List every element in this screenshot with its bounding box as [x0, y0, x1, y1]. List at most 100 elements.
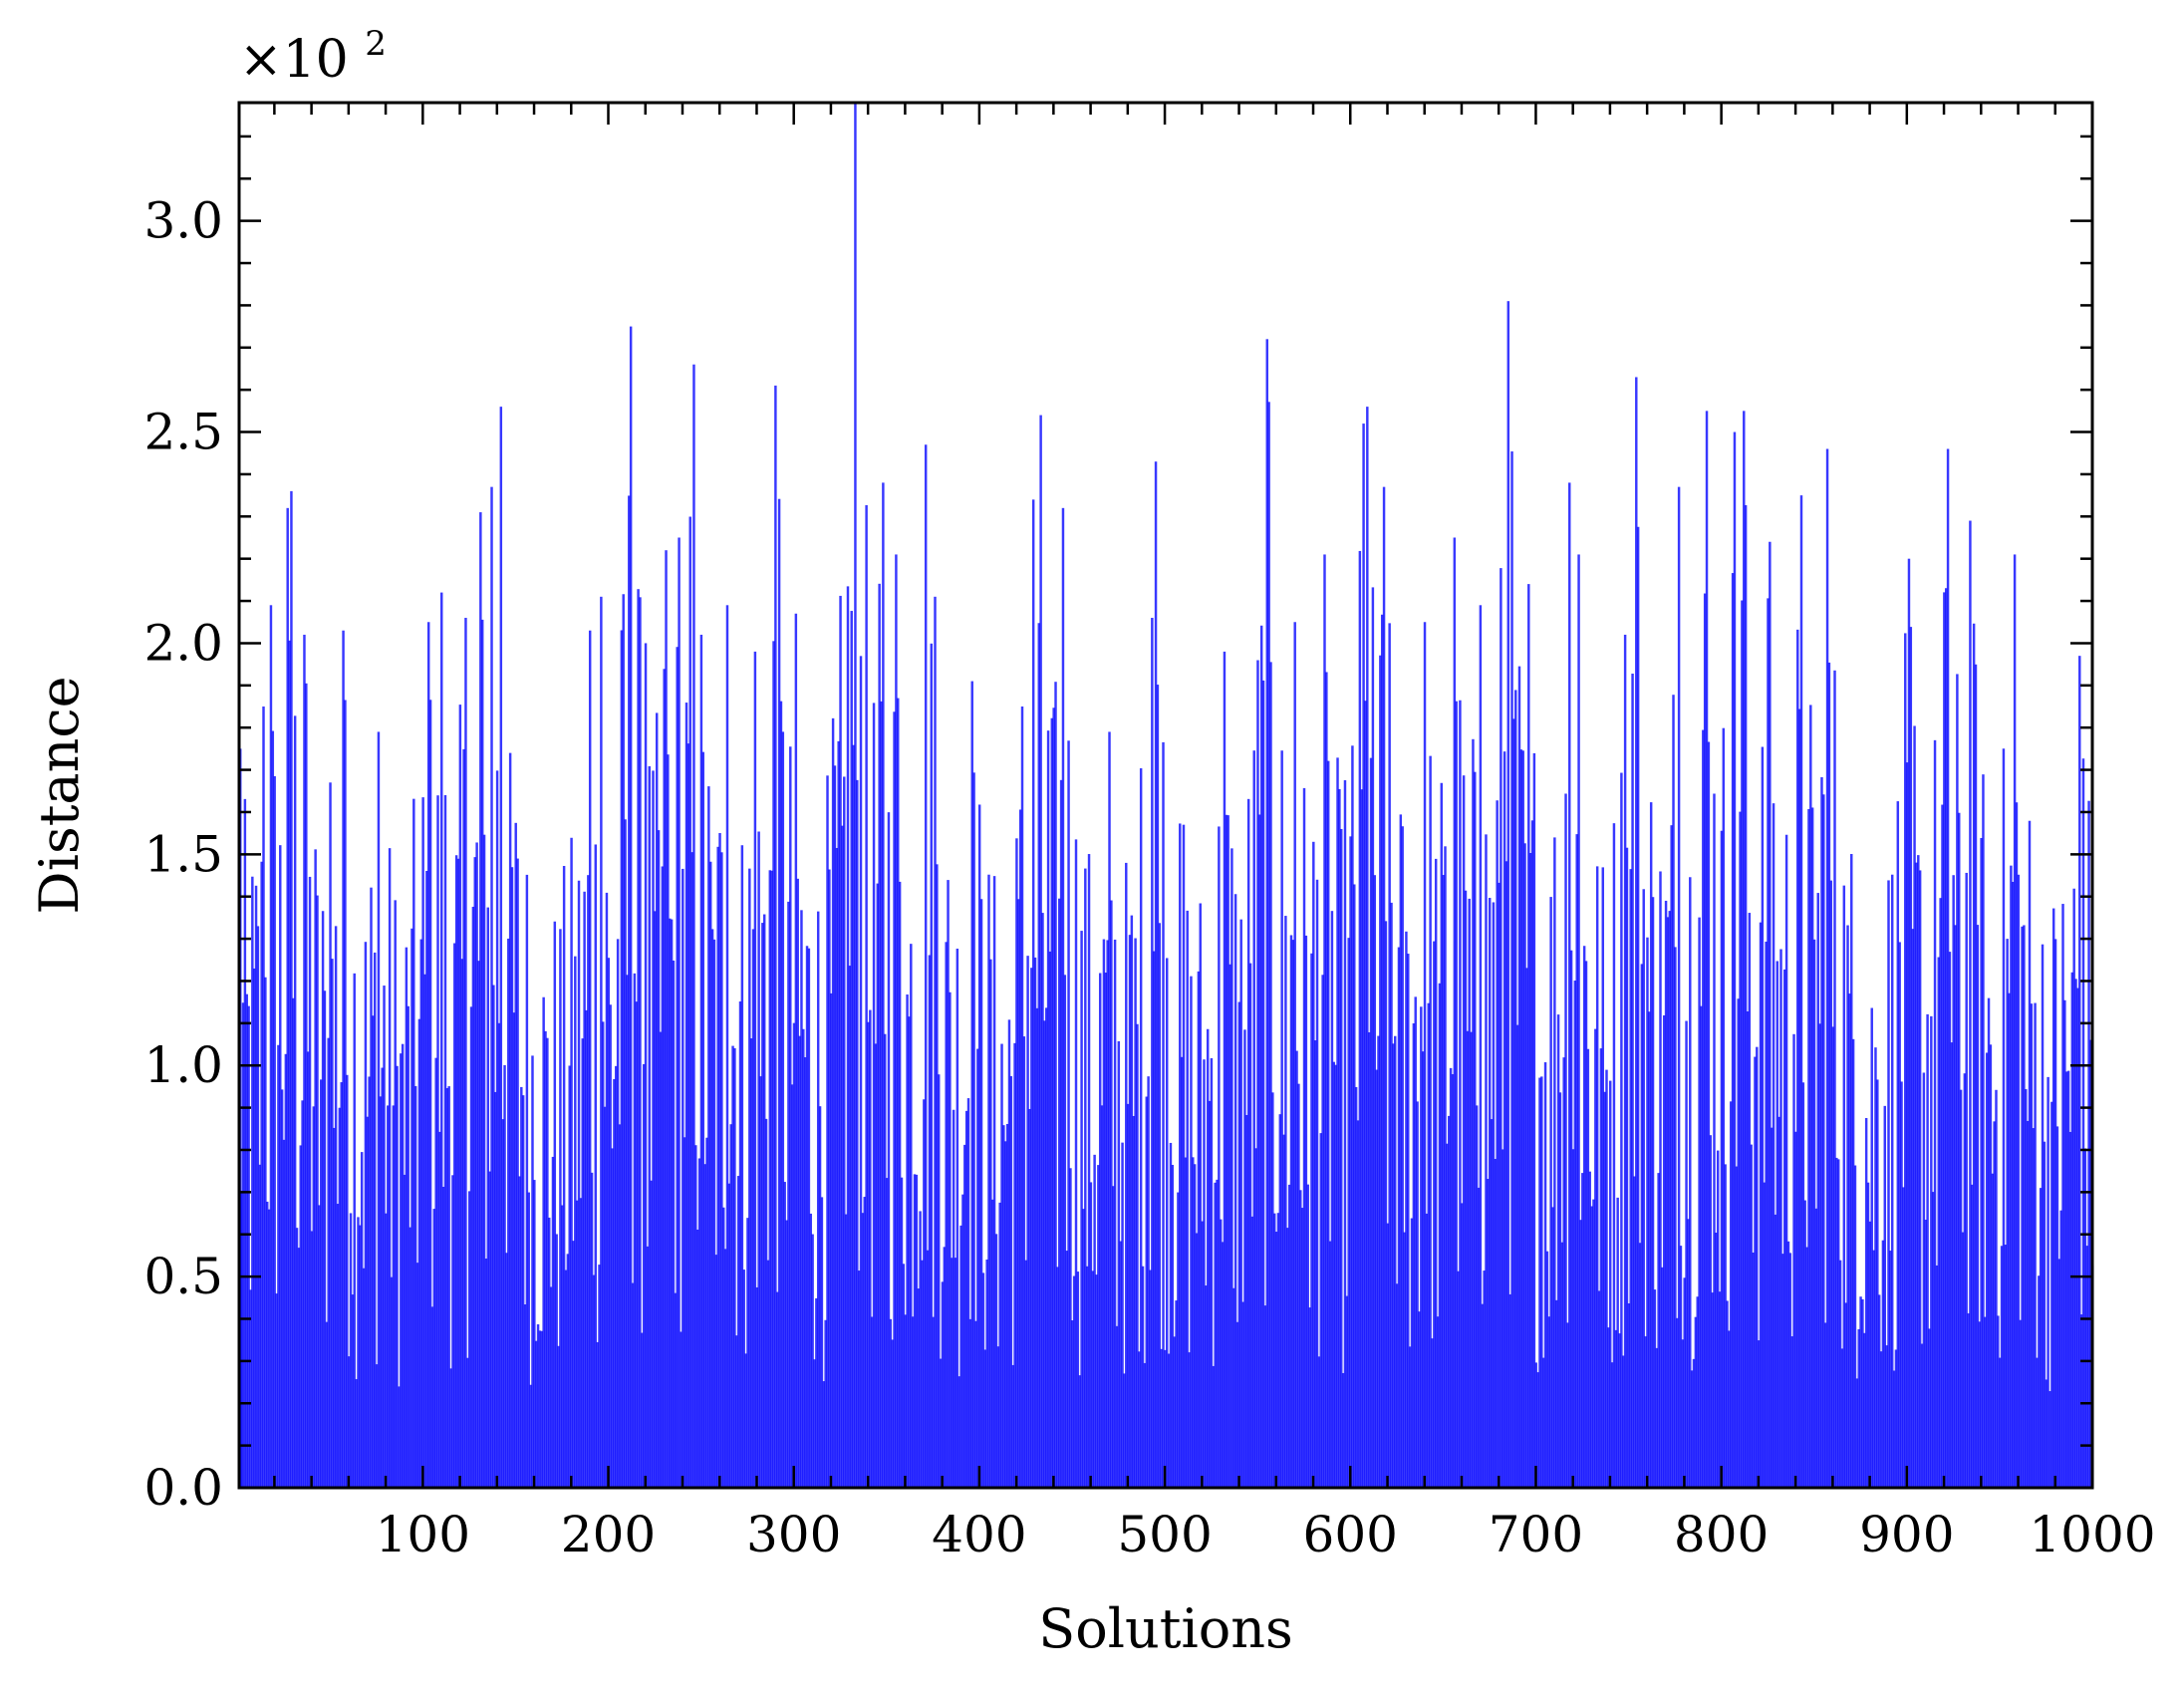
bar	[815, 1297, 818, 1488]
bar	[2008, 992, 2011, 1488]
bar	[1558, 1092, 1562, 1488]
bar	[1969, 520, 1972, 1488]
bar	[1885, 1345, 1888, 1488]
bar	[325, 1321, 329, 1488]
bar	[1028, 1108, 1031, 1488]
bar	[844, 1214, 848, 1488]
bar	[1228, 964, 1231, 1488]
bar	[1963, 1073, 1967, 1488]
y-axis-multiplier: ×10 2	[239, 24, 387, 90]
bar	[2053, 939, 2057, 1488]
bar	[1464, 890, 1468, 1488]
bar	[1985, 1052, 1989, 1488]
bar	[1197, 971, 1201, 1488]
bar	[1887, 880, 1890, 1488]
bar	[1911, 929, 1914, 1488]
bar	[1171, 1164, 1175, 1488]
plot-frame	[237, 101, 2094, 1490]
bar	[338, 1107, 342, 1488]
bar	[575, 1200, 579, 1488]
bar	[1416, 1101, 1419, 1488]
bar	[1438, 983, 1442, 1488]
bar	[546, 1037, 549, 1488]
bar	[1770, 1127, 1774, 1488]
bar	[1741, 600, 1744, 1488]
bar	[1920, 1343, 1924, 1488]
bar	[1554, 1299, 1558, 1488]
bar	[2050, 1101, 2053, 1488]
bar	[1000, 1043, 1003, 1488]
bar	[1330, 911, 1334, 1488]
bar	[449, 1368, 452, 1488]
bar	[779, 701, 783, 1488]
bar	[1679, 1246, 1683, 1488]
bar	[983, 1349, 986, 1488]
bar	[764, 1118, 768, 1488]
bar	[945, 942, 948, 1488]
bar	[1056, 1267, 1059, 1488]
bar	[1050, 717, 1054, 1488]
bar	[654, 911, 657, 1488]
bar	[1987, 997, 1991, 1488]
bar	[874, 1043, 878, 1488]
bar	[2012, 881, 2015, 1488]
bar	[822, 1381, 826, 1488]
bar	[1971, 1184, 1974, 1488]
bar	[725, 605, 729, 1488]
bar	[1788, 1253, 1792, 1488]
bar	[333, 1127, 336, 1488]
bar	[1065, 1251, 1068, 1488]
bar	[336, 1204, 340, 1488]
bar	[727, 1183, 731, 1488]
bar	[2081, 758, 2085, 1488]
bar	[626, 975, 629, 1488]
bar	[966, 1098, 970, 1488]
bar	[770, 870, 773, 1488]
bar	[379, 1096, 383, 1488]
bar	[618, 1124, 622, 1488]
bar	[258, 1164, 262, 1488]
bar	[1278, 1114, 1282, 1488]
bar	[635, 1001, 638, 1488]
bar	[592, 1274, 596, 1488]
bar	[1397, 947, 1401, 1488]
bar	[1436, 1316, 1440, 1488]
bar	[1965, 872, 1968, 1488]
bar	[1890, 874, 1894, 1488]
bar	[1440, 782, 1444, 1488]
bar	[306, 1051, 310, 1488]
bar	[1218, 826, 1221, 1488]
bar	[2034, 1002, 2037, 1488]
bar	[1883, 1105, 1887, 1488]
bar	[1872, 1250, 1875, 1488]
bar	[867, 1021, 870, 1488]
bar	[1588, 1171, 1591, 1488]
bar	[505, 1253, 508, 1488]
bar	[249, 1289, 252, 1488]
bar	[410, 928, 413, 1488]
bar	[1013, 1042, 1016, 1488]
bar	[613, 1078, 616, 1488]
bar	[1138, 1351, 1141, 1488]
bar	[1640, 964, 1644, 1488]
bar	[895, 554, 898, 1488]
bar	[1716, 1150, 1720, 1488]
bar	[622, 594, 625, 1488]
bar	[1863, 1332, 1866, 1488]
bar	[932, 1316, 935, 1488]
bar	[1496, 800, 1499, 1488]
bar	[1265, 339, 1269, 1488]
bar	[574, 956, 577, 1488]
bar	[1702, 729, 1705, 1488]
bar	[1201, 1221, 1204, 1488]
bar	[1739, 811, 1742, 1488]
bar	[482, 834, 486, 1488]
bar	[1560, 1242, 1564, 1488]
bar	[723, 1249, 727, 1488]
bar	[451, 1175, 454, 1488]
bar	[1931, 1192, 1935, 1488]
bar	[1121, 1142, 1124, 1488]
tick-labels-group: 100 200 300 400 500 600 700 800 900 1000 0.0 0.5 1.0…	[143, 192, 2155, 1563]
bar	[910, 944, 913, 1488]
bar	[1485, 834, 1488, 1488]
